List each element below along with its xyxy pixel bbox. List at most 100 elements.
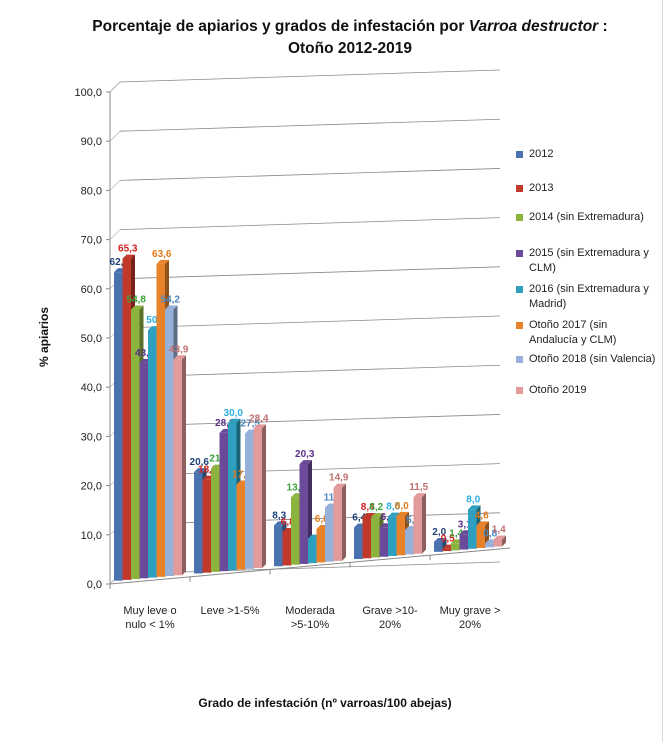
gridline-wall <box>109 229 121 240</box>
data-label: 1,4 <box>449 528 463 539</box>
bar-top <box>131 305 144 310</box>
bar <box>308 538 317 564</box>
legend-label: 2015 (sin Extremadura y CLM) <box>529 247 649 274</box>
data-label: 63,6 <box>152 249 172 260</box>
bar-top <box>396 511 409 516</box>
y-tick-label: 20,0 <box>81 481 102 493</box>
data-label: 18,9 <box>198 465 218 476</box>
data-label: 6,8 <box>315 514 329 525</box>
data-label: 43,9 <box>169 344 189 355</box>
chart-title-line2: Otoño 2012-2019 <box>287 40 413 57</box>
bar <box>156 263 165 577</box>
legend-label: Otoño 2017 (sin Andalucía y CLM) <box>529 319 617 346</box>
bar <box>316 528 325 563</box>
data-label: 28,4 <box>249 413 269 424</box>
y-tick-label: 70,0 <box>81 235 102 247</box>
data-label: 4,6 <box>475 510 489 521</box>
bar <box>379 527 388 557</box>
legend-swatch <box>516 151 523 158</box>
bar <box>228 422 237 571</box>
bar-top <box>156 259 169 264</box>
y-tick-label: 0,0 <box>87 579 102 591</box>
legend-swatch <box>516 387 523 394</box>
bar-top <box>333 483 346 488</box>
legend-item: 2013 <box>516 181 671 196</box>
legend-swatch <box>516 214 523 221</box>
y-tick-label: 40,0 <box>81 382 102 394</box>
bar <box>413 497 422 554</box>
bar-side <box>342 483 346 561</box>
legend-swatch <box>516 185 523 192</box>
data-label: 43,8 <box>135 348 155 359</box>
data-label: 21, <box>209 454 223 465</box>
legend-swatch <box>516 356 523 363</box>
data-label: 6,4 <box>352 513 366 524</box>
bar <box>333 487 342 561</box>
data-label: 1,4 <box>492 525 506 536</box>
x-tick-label: Muy leve o <box>123 605 176 617</box>
data-label: 54,2 <box>161 294 181 305</box>
x-tick-label: Moderada <box>285 605 335 617</box>
gridline <box>119 168 501 181</box>
bar <box>459 534 468 550</box>
bar <box>114 272 123 581</box>
data-label: 14,9 <box>329 473 349 484</box>
bar-top <box>476 521 489 526</box>
x-tick-label: >5-10% <box>291 619 329 631</box>
bar <box>122 258 131 580</box>
legend-swatch <box>516 250 523 257</box>
data-label: 13,7 <box>287 482 307 493</box>
legend-swatch <box>516 286 523 293</box>
bar <box>148 330 157 578</box>
data-label: 20,3 <box>295 449 315 460</box>
bar-top <box>434 538 447 542</box>
bar-side <box>182 355 186 576</box>
x-tick-label: nulo < 1% <box>125 619 174 631</box>
frame-edge <box>662 0 663 742</box>
bar-side <box>422 493 426 554</box>
legend-item: 2012 <box>516 147 671 162</box>
bar-top <box>253 424 266 429</box>
bar <box>468 509 477 549</box>
gridline <box>119 69 501 83</box>
bar-top <box>371 513 384 518</box>
legend-swatch <box>516 322 523 329</box>
bar-side <box>262 424 266 569</box>
data-label: 2,0 <box>432 527 446 538</box>
gridline <box>119 266 501 280</box>
data-label: 17,3 <box>232 469 252 480</box>
bar <box>354 527 363 560</box>
data-label: 8,0 <box>395 501 409 512</box>
legend-label: 2013 <box>529 182 554 194</box>
data-label: 0,5 <box>441 534 455 545</box>
y-tick-label: 60,0 <box>81 284 102 296</box>
bar <box>493 539 502 547</box>
data-label: 30,0 <box>224 408 244 419</box>
x-tick-label: Grave >10- <box>362 605 418 617</box>
bar-top <box>362 512 375 517</box>
data-label: 20,6 <box>190 457 210 468</box>
bar-side <box>502 535 506 547</box>
bar <box>253 428 262 569</box>
data-label: 8,0 <box>386 502 400 513</box>
data-label: 0,8 <box>483 528 497 539</box>
bar <box>173 359 182 576</box>
gridline <box>119 315 501 329</box>
legend-label: 2012 <box>529 148 554 160</box>
bar <box>282 532 291 566</box>
bar <box>442 548 451 552</box>
bar <box>485 543 494 548</box>
bar <box>371 517 380 558</box>
bar <box>165 309 174 577</box>
bar <box>291 497 300 565</box>
x-tick-label: 20% <box>379 619 401 631</box>
bar <box>211 468 220 572</box>
legend-item: Otoño 2019 <box>516 383 671 398</box>
bar <box>362 516 371 559</box>
data-label: 6, <box>381 512 390 523</box>
bar <box>236 484 245 570</box>
bar <box>405 529 414 555</box>
bar <box>299 464 308 564</box>
legend-label: Otoño 2018 (sin Valencia) <box>529 353 656 365</box>
gridline-wall <box>109 180 121 191</box>
